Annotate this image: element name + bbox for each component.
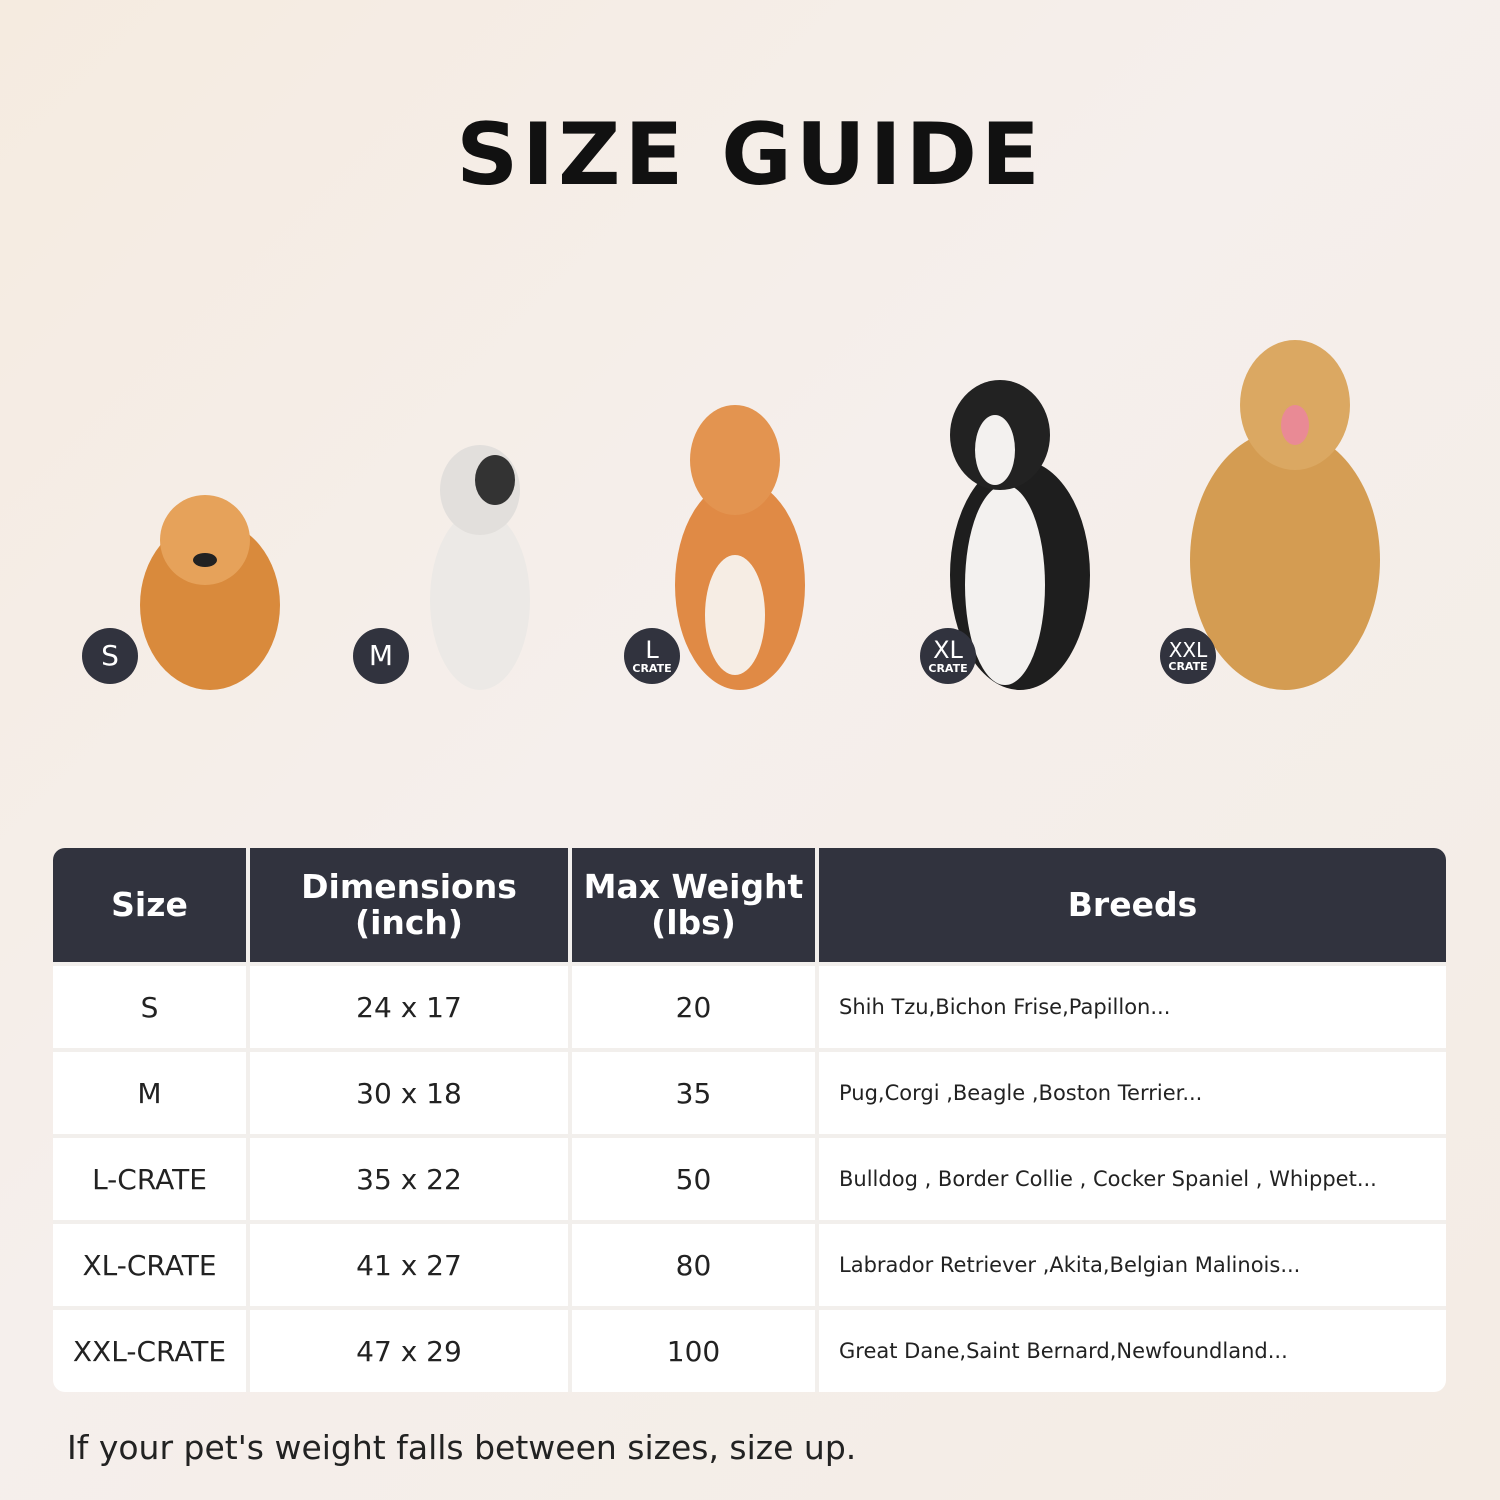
page-title: SIZE GUIDE [456,105,1044,205]
table-row: S 24 x 17 20 Shih Tzu,Bichon Frise,Papillon… [53,962,1446,1050]
cell-breeds: Bulldog , Border Collie , Cocker Spaniel… [817,1134,1446,1222]
pomeranian-image [140,495,280,690]
cell-size: M [53,1048,250,1136]
cell-size: L-CRATE [53,1134,250,1222]
cell-size: XXL-CRATE [53,1306,250,1392]
table-row: XL-CRATE 41 x 27 80 Labrador Retriever ,Aki… [53,1220,1446,1308]
table-header-row: Size Dimensions (inch) Max Weight (lbs) … [53,848,1446,964]
golden-retriever-image [1190,340,1380,690]
badge-sublabel: CRATE [928,662,968,675]
size-badge-xl: XL CRATE [920,628,976,684]
cell-size: XL-CRATE [53,1220,250,1308]
shiba-inu-image [675,405,805,690]
header-dimensions-label: Dimensions (inch) [301,866,517,942]
size-table: Size Dimensions (inch) Max Weight (lbs) … [53,848,1446,1392]
size-badge-m: M [353,628,409,684]
table-row: XXL-CRATE 47 x 29 100 Great Dane,Saint Bern… [53,1306,1446,1392]
border-collie-image [950,380,1090,690]
french-bulldog-image [430,445,530,690]
cell-max-weight: 35 [570,1048,819,1136]
badge-label: L [645,636,659,664]
badge-label: M [368,639,394,672]
cell-max-weight: 80 [570,1220,819,1308]
cell-max-weight: 50 [570,1134,819,1222]
badge-label: XXL [1168,638,1208,662]
badge-label: S [101,639,119,672]
size-note: If your pet's weight falls between sizes… [67,1428,857,1467]
cell-breeds: Great Dane,Saint Bernard,Newfoundland... [817,1306,1446,1392]
cell-dimensions: 35 x 22 [248,1134,572,1222]
badge-label: XL [933,636,963,664]
header-max-weight-label: Max Weight (lbs) [583,866,804,942]
cell-max-weight: 100 [570,1306,819,1392]
cell-breeds: Pug,Corgi ,Beagle ,Boston Terrier... [817,1048,1446,1136]
cell-max-weight: 20 [570,962,819,1050]
badge-sublabel: CRATE [1168,660,1208,673]
size-badge-xxl: XXL CRATE [1160,628,1216,684]
header-max-weight: Max Weight (lbs) [570,848,819,964]
cell-size: S [53,962,250,1050]
cell-dimensions: 24 x 17 [248,962,572,1050]
header-size: Size [53,848,250,964]
size-badge-l: L CRATE [624,628,680,684]
badge-sublabel: CRATE [632,662,672,675]
size-badge-s: S [82,628,138,684]
cell-dimensions: 41 x 27 [248,1220,572,1308]
cell-breeds: Labrador Retriever ,Akita,Belgian Malino… [817,1220,1446,1308]
cell-breeds: Shih Tzu,Bichon Frise,Papillon... [817,962,1446,1050]
table-row: L-CRATE 35 x 22 50 Bulldog , Border Collie … [53,1134,1446,1222]
cell-dimensions: 30 x 18 [248,1048,572,1136]
header-dimensions: Dimensions (inch) [248,848,572,964]
cell-dimensions: 47 x 29 [248,1306,572,1392]
header-breeds: Breeds [817,848,1446,964]
table-row: M 30 x 18 35 Pug,Corgi ,Beagle ,Boston Terr… [53,1048,1446,1136]
